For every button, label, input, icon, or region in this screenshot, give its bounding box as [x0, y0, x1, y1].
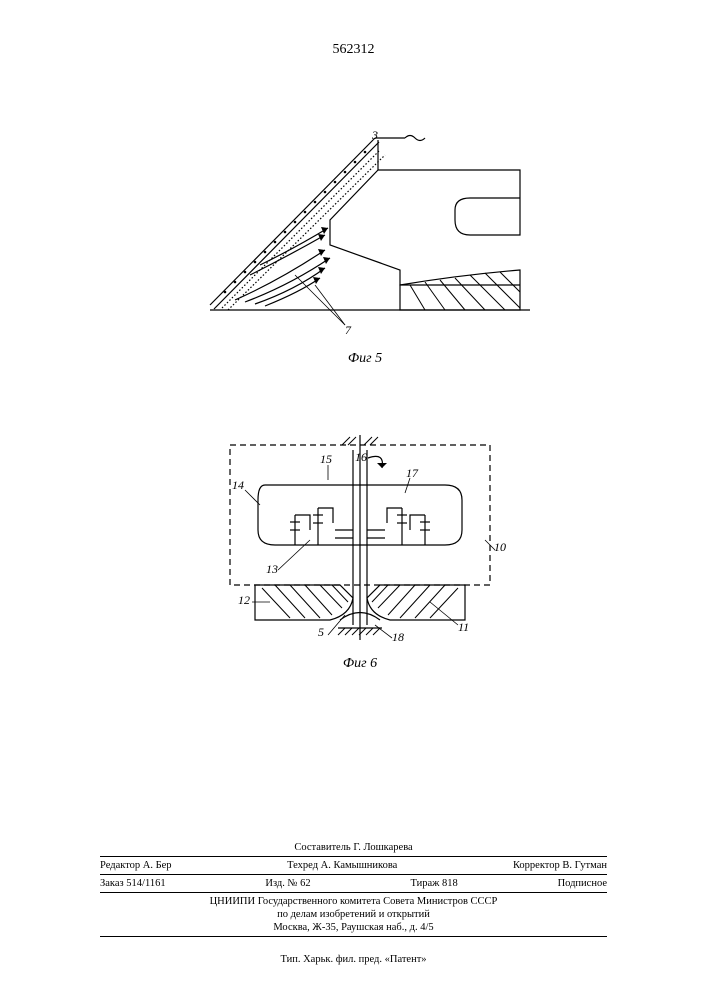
footer-corrector: Корректор В. Гутман [513, 860, 607, 871]
footer-editor: Редактор А. Бер [100, 860, 172, 871]
fig6-label-11: 11 [458, 620, 469, 635]
footer-divider [100, 856, 607, 857]
footer-techred: Техред А. Камышникова [287, 860, 397, 871]
fig5-label-7: 7 [345, 323, 351, 338]
fig5-label-3: 3 [372, 128, 378, 143]
fig6-label-12: 12 [238, 593, 250, 608]
fig5-svg [200, 130, 530, 340]
figure-6: 14 15 16 17 10 13 12 5 18 11 Фиг 6 [210, 430, 510, 670]
footer-divider [100, 936, 607, 937]
fig6-caption: Фиг 6 [210, 656, 510, 672]
fig6-label-10: 10 [494, 540, 506, 555]
footer: Составитель Г. Лошкарева Редактор А. Бер… [100, 840, 607, 940]
fig6-label-18: 18 [392, 630, 404, 645]
figure-5: 3 7 Фиг 5 [200, 130, 530, 360]
footer-tirazh: Тираж 818 [410, 878, 457, 889]
footer-credits: Редактор А. Бер Техред А. Камышникова Ко… [100, 860, 607, 871]
fig6-label-5: 5 [318, 625, 324, 640]
footer-org2: по делам изобретений и открытий [100, 909, 607, 920]
footer-org: ЦНИИПИ Государственного комитета Совета … [100, 896, 607, 907]
footer-subscr: Подписное [558, 878, 607, 889]
page-number: 562312 [333, 42, 375, 58]
footer-addr: Москва, Ж-35, Раушская наб., д. 4/5 [100, 922, 607, 933]
footer-order: Заказ 514/1161 [100, 878, 166, 889]
footer-print-info: Заказ 514/1161 Изд. № 62 Тираж 818 Подпи… [100, 878, 607, 889]
fig6-label-16: 16 [355, 450, 367, 465]
fig6-label-17: 17 [406, 466, 418, 481]
fig5-caption: Фиг 5 [200, 351, 530, 367]
footer-press: Тип. Харьк. фил. пред. «Патент» [0, 954, 707, 965]
footer-divider [100, 874, 607, 875]
fig6-label-13: 13 [266, 562, 278, 577]
fig6-label-15: 15 [320, 452, 332, 467]
footer-divider [100, 892, 607, 893]
footer-compiler: Составитель Г. Лошкарева [100, 842, 607, 853]
footer-izd: Изд. № 62 [265, 878, 310, 889]
fig6-label-14: 14 [232, 478, 244, 493]
